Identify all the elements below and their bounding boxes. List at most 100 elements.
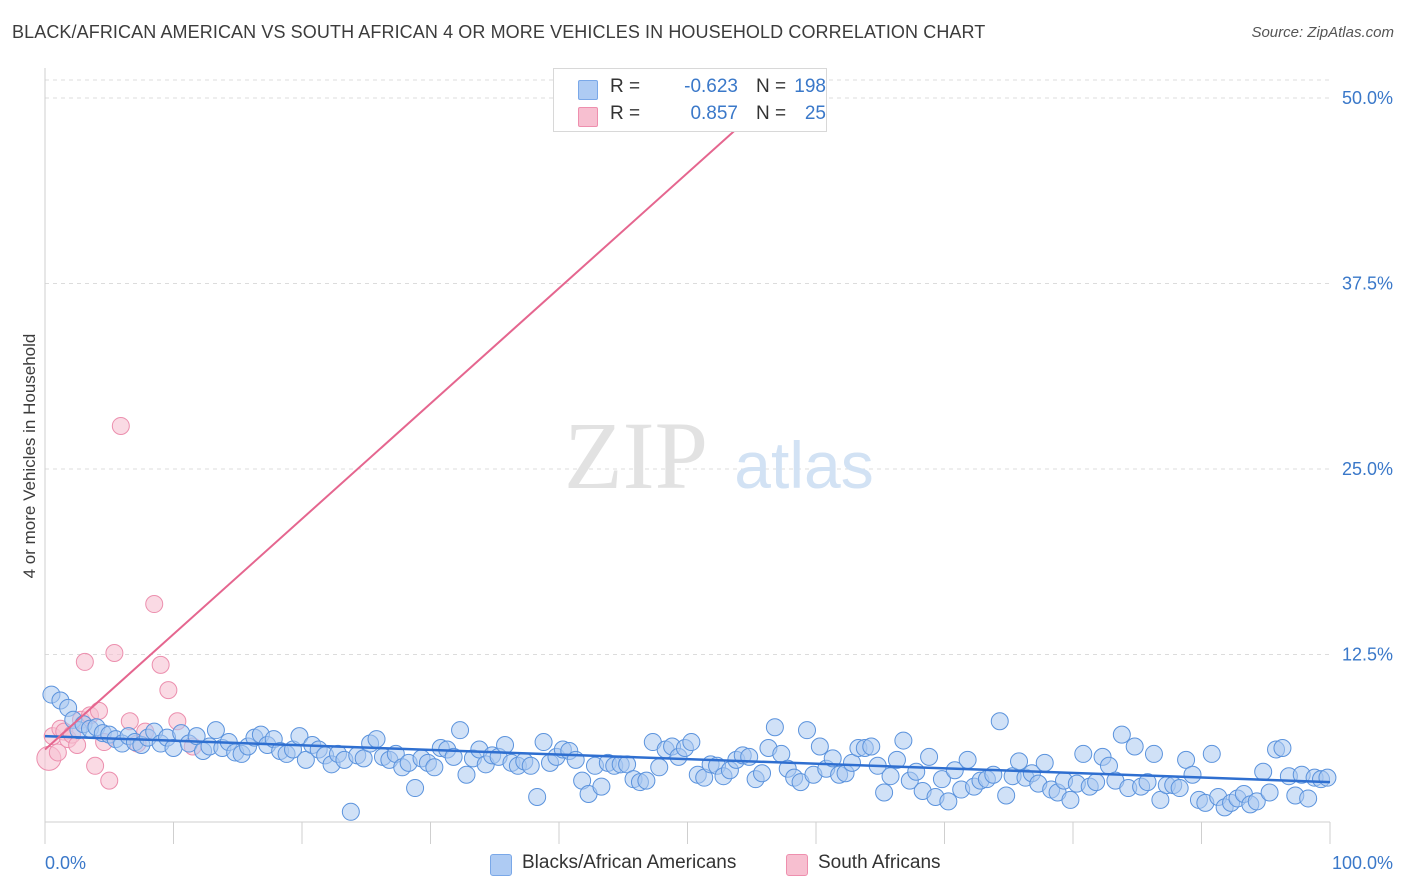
data-point-blacks <box>637 771 656 790</box>
data-point-blacks <box>1202 744 1221 763</box>
data-point-blacks <box>534 733 553 752</box>
data-point-blacks <box>1138 773 1157 792</box>
data-point-blacks <box>958 750 977 769</box>
watermark-atlas: atlas <box>734 428 873 502</box>
data-point-blacks <box>521 756 540 775</box>
bottom-legend-swatch-pink <box>786 854 808 876</box>
data-point-blacks <box>1254 762 1273 781</box>
data-point-blacks <box>765 718 784 737</box>
data-point-blacks <box>887 750 906 769</box>
data-point-blacks <box>1177 750 1196 769</box>
data-point-blacks <box>206 721 225 740</box>
data-point-blacks <box>753 764 772 783</box>
data-point-blacks <box>451 721 470 740</box>
data-point-blacks <box>592 777 611 796</box>
data-point-blacks <box>1074 744 1093 763</box>
data-point-blacks <box>939 792 958 811</box>
source-label: Source: ZipAtlas.com <box>1251 24 1394 41</box>
gridlines <box>45 79 1330 655</box>
legend-n-label: N = <box>756 76 787 97</box>
legend-n-value: 25 <box>804 103 826 124</box>
data-point-blacks <box>990 712 1009 731</box>
legend-swatch-blue <box>578 80 598 100</box>
data-point-south-africans <box>159 681 178 700</box>
data-point-blacks <box>1151 790 1170 809</box>
data-point-blacks <box>296 750 315 769</box>
x-tick-label-min: 0.0% <box>45 853 86 873</box>
data-point-south-africans <box>100 771 119 790</box>
data-point-south-africans <box>75 652 94 671</box>
legend-swatch-pink <box>578 107 598 127</box>
legend-r-label: R = <box>610 103 641 124</box>
data-point-blacks <box>875 783 894 802</box>
trend-lines <box>44 97 1331 784</box>
x-tick-labels: 0.0% 100.0% <box>45 853 1393 873</box>
data-point-blacks <box>862 737 881 756</box>
data-point-blacks <box>907 762 926 781</box>
data-point-blacks <box>1087 773 1106 792</box>
data-point-blacks <box>823 749 842 768</box>
data-point-blacks <box>457 765 476 784</box>
data-point-blacks <box>1183 765 1202 784</box>
trend-line-blacks <box>44 734 1331 784</box>
data-point-blacks <box>528 787 547 806</box>
data-point-south-africans <box>89 701 108 720</box>
y-tick-labels: 12.5% 25.0% 37.5% 50.0% <box>1342 88 1393 665</box>
trend-line-south-africans <box>44 97 772 751</box>
data-point-blacks <box>1273 738 1292 757</box>
chart-title: BLACK/AFRICAN AMERICAN VS SOUTH AFRICAN … <box>12 22 986 42</box>
data-point-blacks <box>1299 789 1318 808</box>
bottom-legend-label: Blacks/African Americans <box>522 852 737 873</box>
data-point-blacks <box>1260 783 1279 802</box>
data-point-blacks <box>798 721 817 740</box>
data-point-blacks <box>425 758 444 777</box>
data-point-blacks <box>810 737 829 756</box>
data-point-blacks <box>842 753 861 772</box>
data-point-blacks <box>881 767 900 786</box>
correlation-legend: R = -0.623 N = 198 R = 0.857 N = 25 <box>553 68 827 132</box>
data-point-blacks <box>1112 725 1131 744</box>
legend-r-label: R = <box>610 76 641 97</box>
data-point-blacks <box>1125 737 1144 756</box>
data-point-blacks <box>1061 790 1080 809</box>
data-point-blacks <box>406 779 425 798</box>
data-point-blacks <box>650 758 669 777</box>
data-point-south-africans <box>48 743 67 762</box>
bottom-legend-label: South Africans <box>818 852 941 873</box>
data-point-south-africans <box>86 756 105 775</box>
data-point-blacks <box>1247 792 1266 811</box>
data-point-blacks <box>1035 753 1054 772</box>
data-point-south-africans <box>145 595 164 614</box>
data-point-blacks <box>1170 779 1189 798</box>
y-tick-label: 37.5% <box>1342 274 1393 294</box>
data-point-blacks <box>740 747 759 766</box>
data-point-blacks <box>496 736 515 755</box>
watermark: ZIP atlas <box>564 402 874 509</box>
data-point-blacks <box>894 731 913 750</box>
y-tick-label: 25.0% <box>1342 459 1393 479</box>
legend-r-value: -0.623 <box>684 76 738 97</box>
legend-r-value: 0.857 <box>690 103 738 124</box>
data-point-blacks <box>1010 752 1029 771</box>
data-point-blacks <box>932 770 951 789</box>
data-point-south-africans <box>111 416 130 435</box>
data-point-blacks <box>997 786 1016 805</box>
data-point-blacks <box>1144 744 1163 763</box>
x-tick-label-max: 100.0% <box>1332 853 1393 873</box>
data-point-blacks <box>367 730 386 749</box>
legend-n-value: 198 <box>794 76 826 97</box>
data-point-blacks <box>682 733 701 752</box>
data-point-blacks <box>920 747 939 766</box>
data-point-blacks <box>945 761 964 780</box>
blacks-african-americans-points <box>42 685 1337 821</box>
y-tick-label: 12.5% <box>1342 645 1393 665</box>
watermark-zip: ZIP <box>564 402 708 509</box>
legend-n-label: N = <box>756 103 787 124</box>
y-tick-label: 50.0% <box>1342 88 1393 108</box>
data-point-blacks <box>341 802 360 821</box>
data-point-blacks <box>354 749 373 768</box>
data-point-south-africans <box>105 644 124 663</box>
data-point-blacks <box>444 747 463 766</box>
data-point-south-africans <box>151 655 170 674</box>
